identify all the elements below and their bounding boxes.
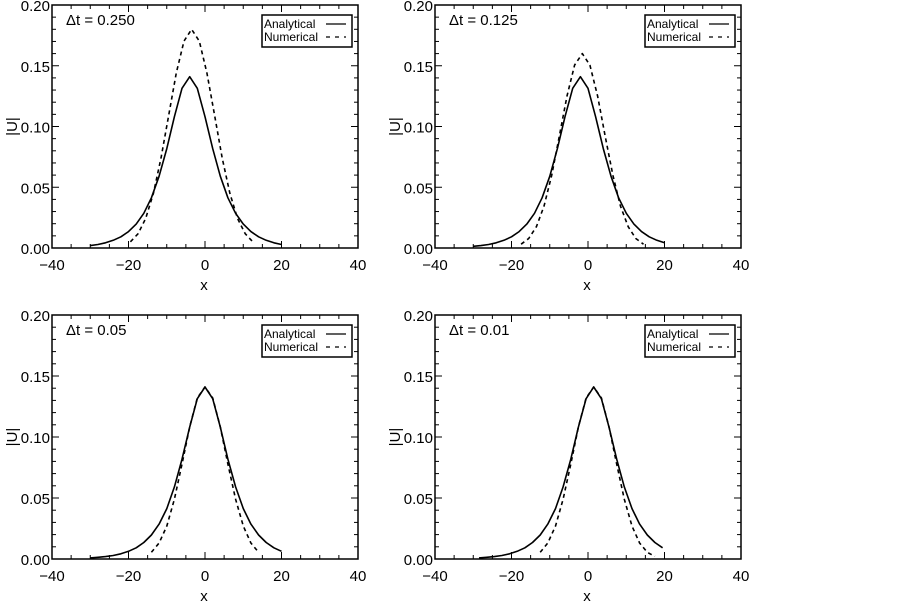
series-numerical-line [150, 386, 260, 553]
panel-1: −40 −20 0 20 40 0.00 0.05 0.10 0.15 0.20 x |U| Δt = … [4, 0, 366, 294]
legend-label-analytical: Analytical [647, 327, 698, 341]
x-tick-label: 40 [733, 568, 750, 585]
y-tick-label: 0.05 [404, 491, 433, 508]
y-axis-label: |U| [387, 428, 404, 447]
x-axis-label: x [200, 277, 208, 294]
x-axis-label: x [583, 588, 591, 603]
x-tick-label: −20 [116, 257, 141, 274]
x-tick-label: 20 [273, 568, 290, 585]
x-axis-label: x [583, 277, 591, 294]
legend-box [644, 324, 736, 358]
dt-annotation: Δt = 0.05 [66, 322, 126, 339]
x-tick-label: 20 [273, 257, 290, 274]
dt-annotation: Δt = 0.125 [449, 12, 518, 29]
y-tick-label: 0.20 [21, 0, 50, 15]
legend-label-analytical: Analytical [264, 327, 315, 341]
y-tick-label: 0.05 [21, 491, 50, 508]
panel-3: −40 −20 0 20 40 0.00 0.05 0.10 0.15 0.20 x |U| Δt = … [4, 308, 367, 605]
legend-label-analytical: Analytical [264, 17, 315, 31]
y-tick-label: 0.20 [404, 0, 433, 15]
y-axis-label: |U| [4, 428, 21, 447]
series-analytical-line [90, 75, 282, 247]
y-tick-label: 0.00 [21, 241, 50, 258]
y-tick-label: 0.15 [404, 59, 433, 76]
series-numerical-line [539, 386, 656, 558]
dt-annotation: Δt = 0.250 [66, 12, 135, 29]
legend-label-numerical: Numerical [647, 30, 701, 44]
y-tick-label: 0.10 [21, 430, 50, 447]
y-tick-label: 0.20 [404, 308, 433, 325]
legend-label-analytical: Analytical [647, 17, 698, 31]
y-axis-label: |U| [4, 117, 21, 136]
x-tick-label: 0 [584, 257, 592, 274]
legend-label-numerical: Numerical [647, 340, 701, 354]
y-tick-label: 0.05 [404, 180, 433, 197]
y-tick-label: 0.00 [404, 241, 433, 258]
legend-label-numerical: Numerical [264, 340, 318, 354]
x-tick-label: −20 [499, 257, 524, 274]
x-tick-label: −40 [422, 568, 447, 585]
x-tick-label: 20 [656, 568, 673, 585]
y-tick-label: 0.10 [404, 430, 433, 447]
x-tick-label: 40 [350, 257, 367, 274]
x-tick-label: −40 [422, 257, 447, 274]
dt-annotation: Δt = 0.01 [449, 322, 509, 339]
series-numerical-line [520, 52, 644, 245]
x-tick-label: −20 [499, 568, 524, 585]
x-tick-label: 0 [201, 568, 209, 585]
panel-4: −40 −20 0 20 40 0.00 0.05 0.10 0.15 0.20 x |U| Δt = … [387, 308, 750, 605]
y-tick-label: 0.00 [404, 552, 433, 569]
x-tick-label: 40 [350, 568, 367, 585]
panel-2: −40 −20 0 20 40 0.00 0.05 0.10 0.15 0.20 x |U| Δt = … [387, 0, 749, 294]
y-axis-label: |U| [387, 117, 404, 136]
x-tick-label: −40 [39, 257, 64, 274]
series-numerical-line [129, 28, 254, 243]
series-analytical-line [478, 386, 664, 559]
y-tick-label: 0.15 [404, 369, 433, 386]
x-tick-label: −20 [116, 568, 141, 585]
x-tick-label: 0 [201, 257, 209, 274]
legend-box [261, 324, 353, 358]
x-tick-label: 20 [656, 257, 673, 274]
series-analytical-line [473, 75, 665, 248]
series-analytical-line [90, 386, 282, 559]
x-axis-label: x [200, 588, 208, 603]
y-tick-label: 0.20 [21, 308, 50, 325]
y-tick-label: 0.10 [404, 120, 433, 137]
y-tick-label: 0.15 [21, 59, 50, 76]
x-tick-label: 40 [733, 257, 750, 274]
legend-label-numerical: Numerical [264, 30, 318, 44]
legend-box [644, 14, 736, 48]
x-tick-label: −40 [39, 568, 64, 585]
y-tick-label: 0.05 [21, 180, 50, 197]
y-tick-label: 0.00 [21, 552, 50, 569]
x-tick-label: 0 [584, 568, 592, 585]
y-tick-label: 0.10 [21, 120, 50, 137]
y-tick-label: 0.15 [21, 369, 50, 386]
legend-box [261, 14, 353, 48]
